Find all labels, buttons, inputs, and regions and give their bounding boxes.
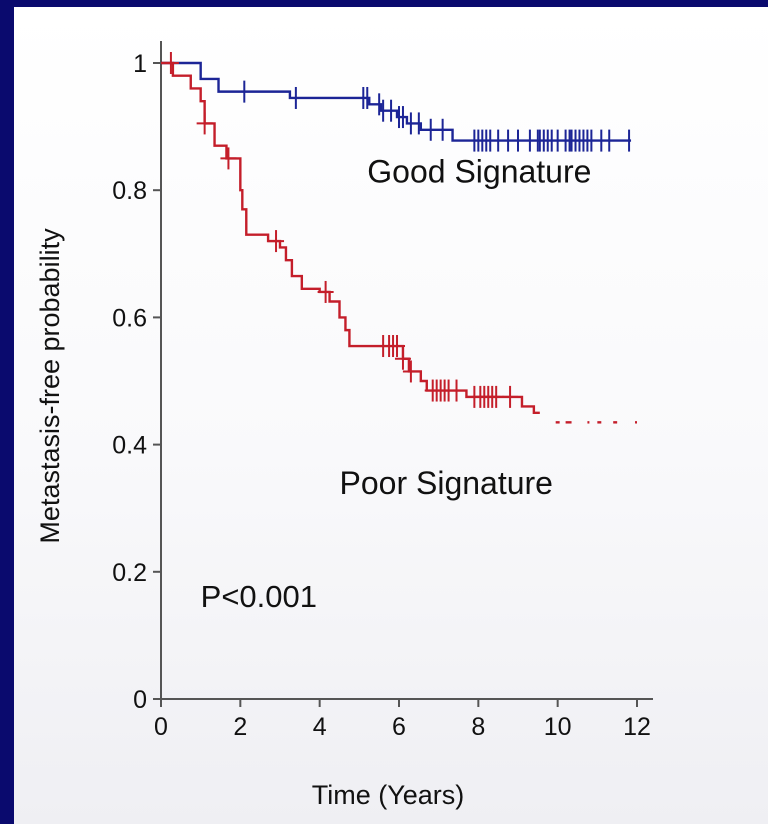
y-tick-label: 0.2 — [112, 559, 147, 587]
x-axis-title: Time (Years) — [312, 780, 465, 810]
y-tick-label: 0.4 — [112, 432, 147, 460]
x-tick-label: 4 — [313, 713, 327, 741]
p-value-annotation: P<0.001 — [201, 579, 317, 614]
series-layer — [161, 52, 637, 424]
y-tick-label: 0 — [133, 686, 147, 714]
survival-curve — [161, 61, 632, 142]
x-tick-label: 12 — [623, 713, 651, 741]
y-tick-label: 0.8 — [112, 177, 147, 205]
x-tick-label: 0 — [154, 713, 168, 741]
y-axis-title: Metastasis-free probability — [35, 228, 65, 544]
axes: 0 2 4 6 8 10 12 0 0.2 0.4 0.6 0.8 1 — [112, 41, 653, 741]
y-tick-label: 1 — [133, 50, 147, 78]
x-tick-label: 2 — [233, 713, 247, 741]
x-tick-label: 6 — [392, 713, 406, 741]
y-tick-label: 0.6 — [112, 304, 147, 332]
series-label-poor-signature: Poor Signature — [340, 465, 553, 501]
survival-curve — [161, 61, 540, 414]
chart-panel: 0 2 4 6 8 10 12 0 0.2 0.4 0.6 0.8 1 Time (Years) Met… — [14, 7, 768, 824]
series-label-good-signature: Good Signature — [367, 153, 591, 189]
x-tick-label: 8 — [471, 713, 485, 741]
series-poor-signature — [161, 52, 637, 424]
kaplan-meier-chart: 0 2 4 6 8 10 12 0 0.2 0.4 0.6 0.8 1 Time (Years) Met… — [35, 41, 653, 810]
series-good-signature — [161, 61, 632, 152]
x-tick-label: 10 — [544, 713, 572, 741]
